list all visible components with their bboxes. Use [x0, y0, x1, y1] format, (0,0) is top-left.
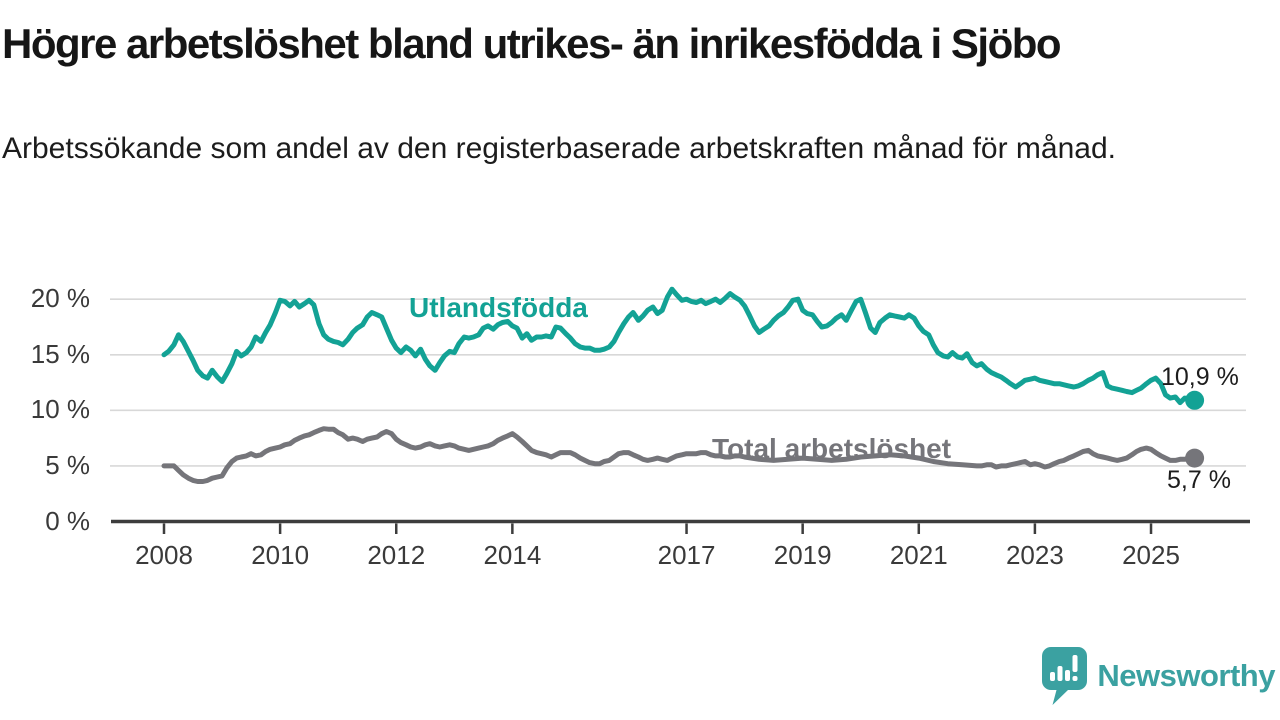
x-tick-label-2012: 2012	[367, 540, 426, 570]
x-tick-label-2014: 2014	[483, 540, 542, 570]
x-tick-label-2019: 2019	[773, 540, 832, 570]
logo-speech-bubble	[1042, 647, 1088, 705]
y-tick-label-0: 0 %	[45, 505, 90, 536]
series-line-total	[161, 426, 1198, 484]
y-tick-label-20: 20 %	[30, 283, 90, 314]
x-tick-label-2008: 2008	[135, 540, 193, 570]
series-end-dot-utlandsfodda	[1185, 390, 1205, 410]
x-tick-label-2010: 2010	[251, 540, 310, 570]
x-tick-label-2025: 2025	[1122, 540, 1180, 570]
chart-title: Högre arbetslöshet bland utrikes- än inr…	[2, 20, 1062, 67]
newsworthy-logo: Newsworthy	[1041, 646, 1275, 706]
x-tick-label-2017: 2017	[657, 540, 716, 570]
newsworthy-logo-icon	[1042, 647, 1088, 705]
y-tick-label-10: 10 %	[30, 394, 90, 425]
y-tick-label-15: 15 %	[30, 338, 90, 369]
series-label-total-arbetsloshet: Total arbetslöshet	[712, 433, 952, 464]
series-end-dot-total	[1185, 448, 1205, 468]
logo-bar-chart-glyph	[1050, 655, 1078, 681]
series-line-utlandsfodda	[161, 286, 1198, 406]
series-label-utlandsfodda: Utlandsfödda	[409, 292, 588, 323]
chart-subtitle: Arbetssökande som andel av den registerb…	[2, 132, 1116, 165]
x-tick-label-2023: 2023	[1005, 540, 1064, 570]
end-value-utlandsfodda: 10,9 %	[1161, 363, 1239, 391]
end-value-total-arbetsloshet: 5,7 %	[1167, 466, 1231, 494]
x-tick-label-2021: 2021	[889, 540, 948, 570]
newsworthy-logo-text: Newsworthy	[1097, 658, 1275, 693]
y-tick-label-5: 5 %	[45, 449, 90, 480]
